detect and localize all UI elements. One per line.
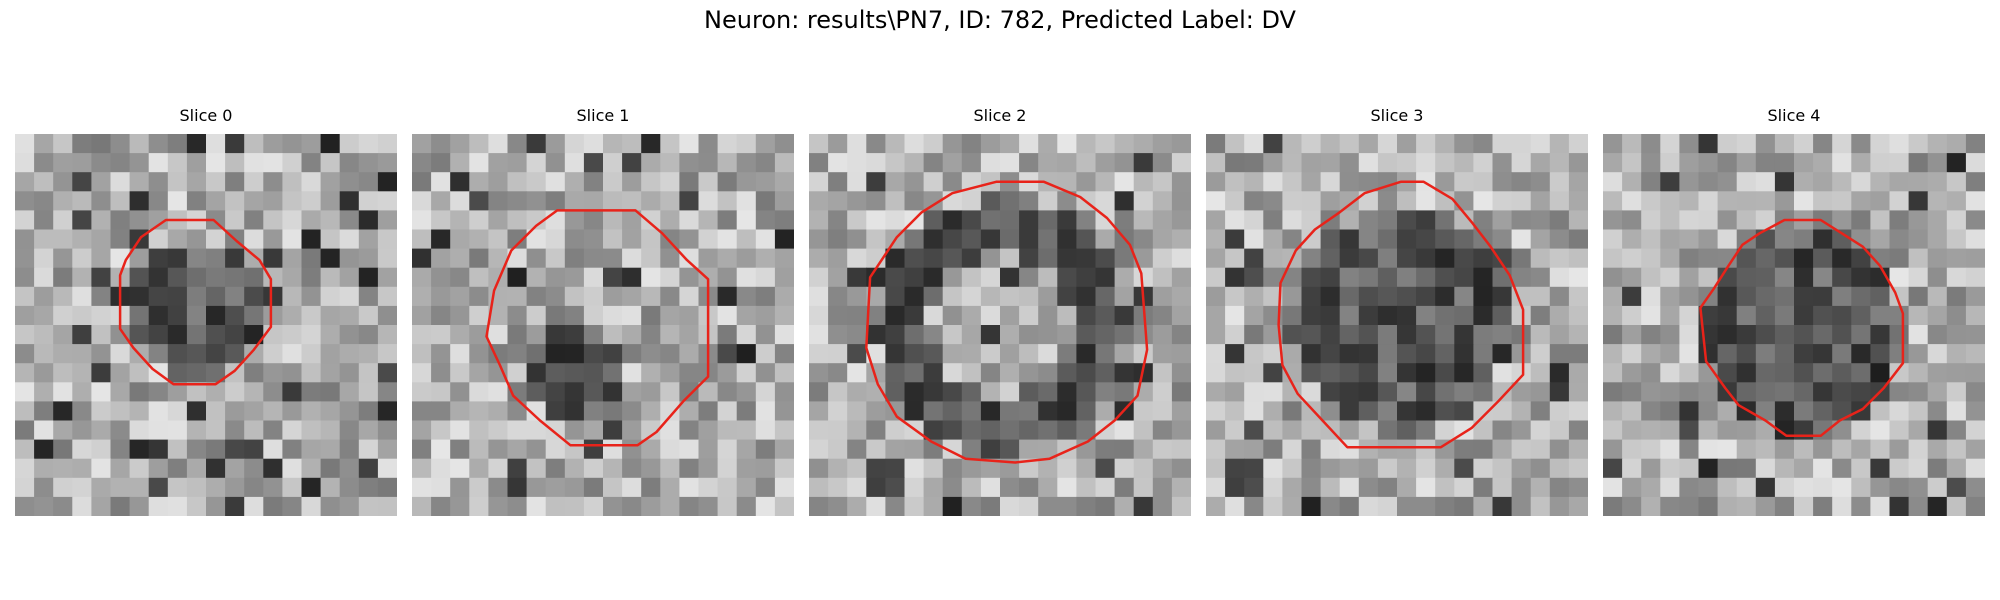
neuron-contour: [1277, 180, 1525, 449]
figure-title: Neuron: results\PN7, ID: 782, Predicted …: [704, 6, 1296, 34]
slice-panel-3: Slice 3: [1206, 104, 1588, 516]
neuron-contour: [118, 218, 273, 386]
neuron-contour: [1699, 218, 1905, 438]
slice-image: [15, 134, 397, 516]
slice-panel-1: Slice 1: [412, 104, 794, 516]
slice-image: [412, 134, 794, 516]
slice-image: [809, 134, 1191, 516]
slice-title: Slice 3: [1370, 106, 1424, 125]
slice-image: [1206, 134, 1588, 516]
slice-panel-4: Slice 4: [1603, 104, 1985, 516]
neuron-contour: [485, 209, 710, 447]
slice-title: Slice 2: [973, 106, 1027, 125]
slice-title: Slice 1: [576, 106, 630, 125]
slice-title: Slice 0: [179, 106, 233, 125]
slice-panel-0: Slice 0: [15, 104, 397, 516]
slice-title: Slice 4: [1767, 106, 1821, 125]
slice-image: [1603, 134, 1985, 516]
slice-panel-2: Slice 2: [809, 104, 1191, 516]
neuron-contour: [865, 180, 1149, 464]
